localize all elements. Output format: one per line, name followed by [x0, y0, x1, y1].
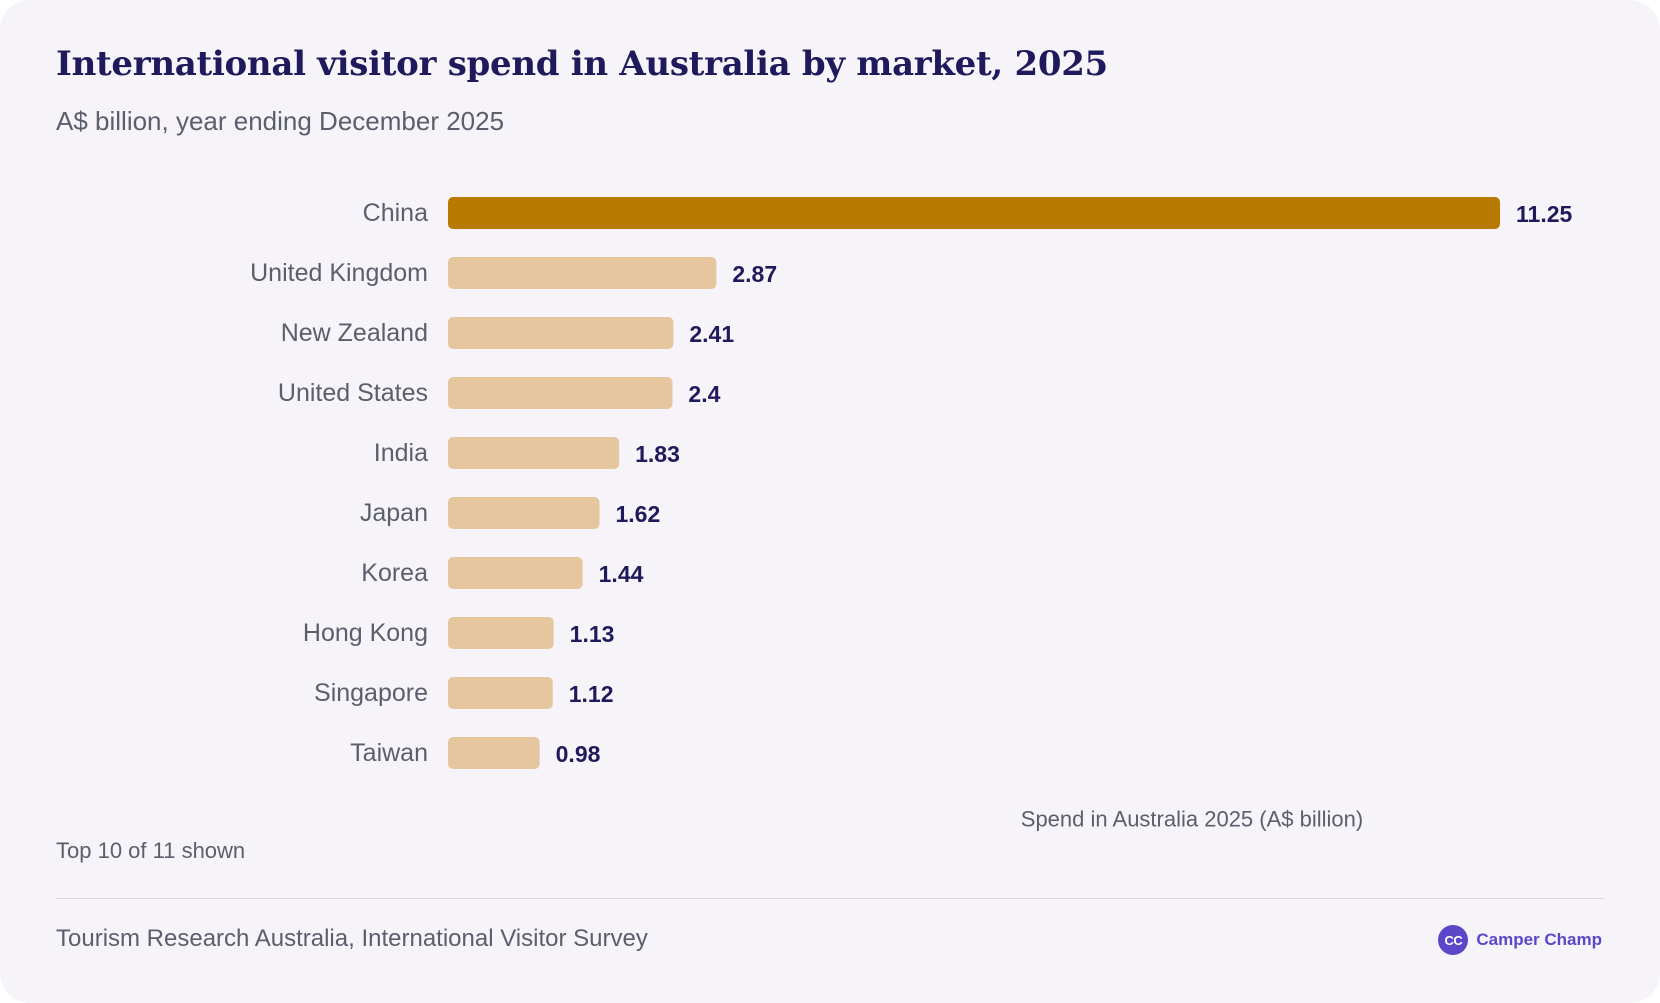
value-label: 1.83 [635, 441, 680, 467]
divider [56, 898, 1604, 899]
value-label: 2.87 [732, 261, 777, 287]
brand-logo[interactable]: CC Camper Champ [1438, 925, 1602, 955]
value-label: 11.25 [1516, 201, 1572, 227]
bar[interactable] [448, 497, 600, 529]
brand-badge-icon: CC [1438, 925, 1469, 955]
bar[interactable] [448, 317, 674, 349]
category-label: India [374, 439, 428, 467]
chart-subtitle: A$ billion, year ending December 2025 [56, 106, 505, 136]
chart-title: International visitor spend in Australia… [56, 44, 1108, 84]
value-label: 2.4 [688, 381, 720, 407]
bar[interactable] [448, 617, 554, 649]
category-label: Japan [360, 499, 428, 527]
bar[interactable] [448, 677, 553, 709]
category-label: Taiwan [350, 739, 428, 767]
bar[interactable] [448, 197, 1500, 229]
value-label: 1.44 [599, 561, 644, 587]
category-label: New Zealand [281, 319, 428, 347]
x-axis-title: Spend in Australia 2025 (A$ billion) [1021, 807, 1363, 832]
brand-name: Camper Champ [1476, 930, 1602, 949]
value-label: 1.62 [615, 501, 660, 527]
category-label: Singapore [314, 679, 428, 707]
source-text: Tourism Research Australia, Internationa… [56, 925, 648, 952]
bar[interactable] [448, 257, 717, 289]
bar[interactable] [448, 557, 583, 589]
bar[interactable] [448, 377, 673, 409]
category-label: United Kingdom [250, 259, 428, 287]
bar[interactable] [448, 737, 540, 769]
bar[interactable] [448, 437, 620, 469]
value-label: 0.98 [556, 741, 601, 767]
category-label: United States [278, 379, 428, 407]
category-label: Hong Kong [303, 619, 428, 647]
value-label: 2.41 [689, 321, 734, 347]
bar-chart: China 11.25 United Kingdom 2.87 New Zealand 2… [250, 197, 1572, 832]
category-label: China [363, 199, 428, 227]
category-label: Korea [361, 559, 428, 587]
value-label: 1.12 [569, 681, 614, 707]
footnote: Top 10 of 11 shown [56, 838, 246, 863]
value-label: 1.13 [570, 621, 615, 647]
